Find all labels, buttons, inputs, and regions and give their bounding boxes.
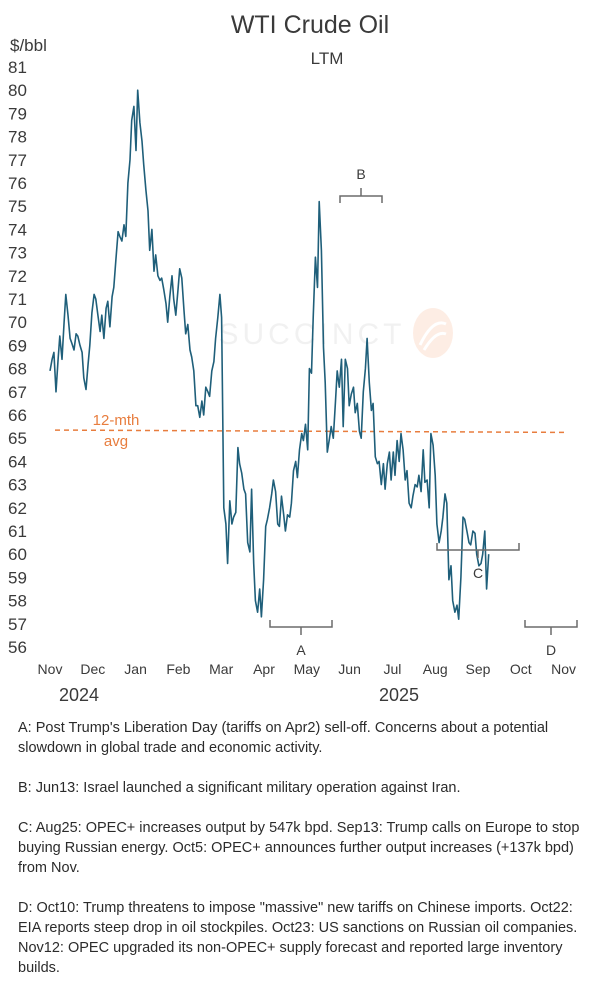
y-tick-label: 59 <box>8 568 27 587</box>
x-tick-label: Mar <box>209 661 233 677</box>
y-tick-label: 66 <box>8 406 27 425</box>
y-tick-label: 56 <box>8 638 27 657</box>
y-tick-label: 69 <box>8 336 27 355</box>
x-tick-label: Dec <box>80 661 105 677</box>
x-tick-label: Nov <box>38 661 63 677</box>
annotation-letter: D <box>546 642 556 658</box>
year-label: 2025 <box>379 685 419 705</box>
chart-subtitle: LTM <box>311 49 344 68</box>
wti-chart: SUCCINCT WTI Crude Oil LTM $/bbl 56 57 58 5… <box>8 11 578 705</box>
y-tick-label: 75 <box>8 197 27 216</box>
x-tick-label: Sep <box>466 661 491 677</box>
note-d: D: Oct10: Trump threatens to impose "mas… <box>18 900 578 976</box>
y-tick-label: 60 <box>8 545 27 564</box>
y-tick-label: 78 <box>8 128 27 147</box>
average-line <box>54 429 569 434</box>
note-a: A: Post Trump's Liberation Day (tariffs … <box>18 720 549 756</box>
y-tick-label: 76 <box>8 174 27 193</box>
year-label: 2024 <box>59 685 99 705</box>
annotation-bracket <box>339 195 383 203</box>
y-tick-label: 73 <box>8 244 27 263</box>
y-tick-label: 77 <box>8 151 27 170</box>
y-tick-label: 65 <box>8 429 27 448</box>
x-tick-label: Oct <box>510 661 532 677</box>
x-tick-label: Jul <box>383 661 401 677</box>
x-tick-label: Nov <box>551 661 576 677</box>
annotation-notes: A: Post Trump's Liberation Day (tariffs … <box>18 718 588 998</box>
y-tick-label: 67 <box>8 383 27 402</box>
y-tick-label: 62 <box>8 499 27 518</box>
average-label: avg <box>104 433 128 450</box>
x-tick-label: Jun <box>338 661 361 677</box>
y-axis-label: $/bbl <box>10 36 47 55</box>
annotation-letter: A <box>296 642 306 658</box>
note-b: B: Jun13: Israel launched a significant … <box>18 780 461 796</box>
x-tick-label: Jan <box>124 661 147 677</box>
x-tick-label: Aug <box>423 661 448 677</box>
price-line <box>49 89 490 621</box>
average-label: 12-mth <box>93 412 140 429</box>
y-tick-label: 70 <box>8 313 27 332</box>
y-tick-label: 58 <box>8 592 27 611</box>
y-tick-label: 81 <box>8 58 27 77</box>
x-tick-label: Feb <box>166 661 190 677</box>
y-tick-label: 61 <box>8 522 27 541</box>
y-tick-label: 57 <box>8 615 27 634</box>
y-tick-label: 74 <box>8 220 27 239</box>
annotation-bracket <box>269 620 333 628</box>
annotation-letter: C <box>473 565 483 581</box>
y-tick-label: 72 <box>8 267 27 286</box>
watermark-logo: SUCCINCT <box>219 308 453 358</box>
y-tick-label: 71 <box>8 290 27 309</box>
note-c: C: Aug25: OPEC+ increases output by 547k… <box>18 820 580 876</box>
y-tick-label: 79 <box>8 104 27 123</box>
svg-text:SUCCINCT: SUCCINCT <box>219 318 406 351</box>
y-tick-label: 68 <box>8 360 27 379</box>
chart-title: WTI Crude Oil <box>231 11 389 39</box>
x-tick-label: Apr <box>253 661 275 677</box>
y-tick-label: 64 <box>8 452 27 471</box>
annotation-bracket <box>524 620 578 628</box>
annotation-bracket <box>436 543 520 551</box>
y-tick-label: 80 <box>8 81 27 100</box>
x-tick-label: May <box>294 661 320 677</box>
y-tick-label: 63 <box>8 476 27 495</box>
annotation-letter: B <box>356 166 365 182</box>
